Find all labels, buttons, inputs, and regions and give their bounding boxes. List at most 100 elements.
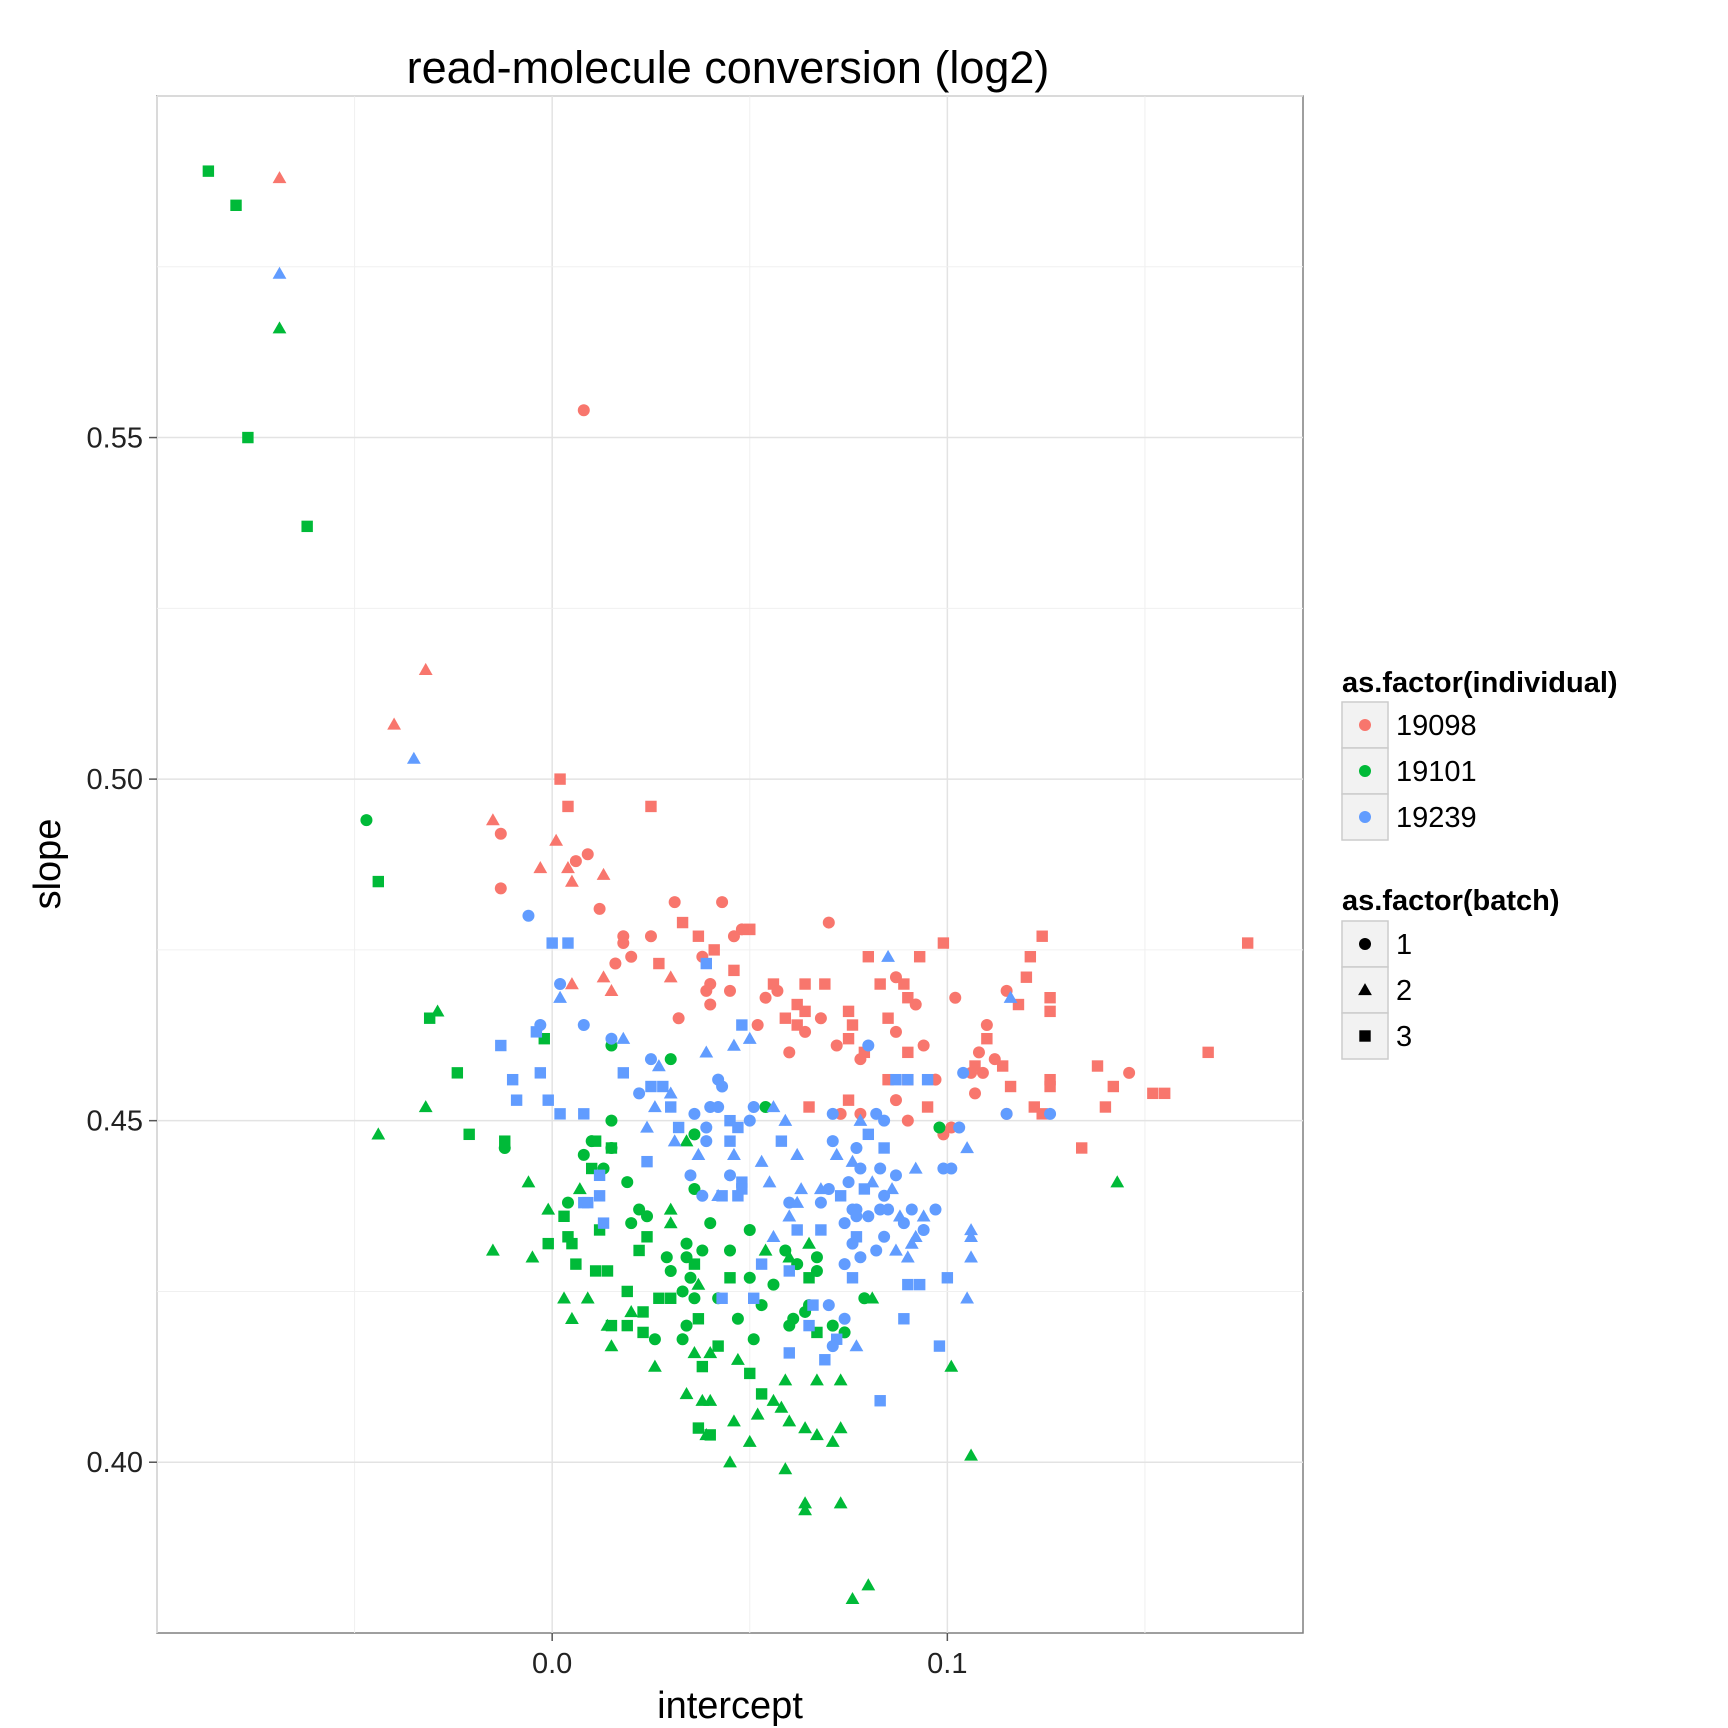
shape-legend-symbol xyxy=(1359,938,1371,950)
data-point xyxy=(1028,1101,1040,1113)
data-point xyxy=(577,1019,590,1032)
data-point xyxy=(593,1224,606,1236)
data-point xyxy=(929,1203,942,1216)
data-point xyxy=(981,1032,993,1045)
data-point xyxy=(778,1113,793,1126)
shape-legend-label: 2 xyxy=(1396,975,1412,1007)
data-point xyxy=(960,1291,975,1304)
data-point xyxy=(554,978,567,991)
data-point xyxy=(616,1031,631,1044)
data-point xyxy=(830,1039,843,1052)
data-point xyxy=(663,1202,678,1215)
data-point xyxy=(732,1190,744,1202)
data-point xyxy=(783,1046,796,1059)
data-point xyxy=(1044,992,1056,1004)
data-point xyxy=(743,1114,756,1127)
data-point xyxy=(842,1094,855,1106)
data-point xyxy=(565,874,579,887)
data-point xyxy=(665,1101,677,1113)
data-point xyxy=(953,1121,966,1134)
data-point xyxy=(580,1291,595,1304)
data-point xyxy=(684,1169,697,1182)
data-point xyxy=(1020,971,1033,983)
data-point xyxy=(850,1210,863,1223)
data-point xyxy=(724,984,736,997)
data-point xyxy=(538,1032,550,1045)
data-point xyxy=(969,1087,982,1100)
data-point xyxy=(794,1182,809,1195)
data-point xyxy=(585,1162,598,1175)
data-point xyxy=(791,1019,803,1031)
data-point xyxy=(562,800,574,813)
data-point xyxy=(747,1101,760,1114)
data-point xyxy=(727,1414,741,1427)
data-point xyxy=(703,1346,718,1359)
data-point xyxy=(637,1306,649,1318)
data-point xyxy=(596,867,611,880)
shape-legend-keys: 1 2 3 xyxy=(1341,920,1412,1060)
data-point xyxy=(762,1175,777,1188)
data-point xyxy=(743,1223,756,1236)
data-point xyxy=(755,1258,768,1270)
data-point xyxy=(902,1073,914,1086)
data-point xyxy=(898,1313,910,1325)
data-point xyxy=(778,1462,793,1475)
data-point xyxy=(736,1019,748,1031)
x-tick-label: 0.0 xyxy=(532,1648,572,1680)
data-point xyxy=(862,951,875,963)
data-point xyxy=(1147,1087,1159,1100)
data-point xyxy=(1099,1101,1112,1113)
data-point xyxy=(862,1210,875,1223)
data-point xyxy=(921,1073,934,1086)
data-point xyxy=(692,930,705,942)
data-point xyxy=(862,1039,875,1052)
data-point xyxy=(679,1134,694,1147)
data-point xyxy=(885,1182,899,1195)
y-tick-label: 0.55 xyxy=(87,423,143,455)
data-point xyxy=(1241,937,1254,949)
data-point xyxy=(495,1039,507,1052)
data-point xyxy=(633,1244,645,1257)
data-point xyxy=(964,1250,978,1263)
data-point xyxy=(621,1176,634,1189)
data-point xyxy=(672,1121,685,1134)
data-point xyxy=(724,1244,736,1257)
data-point xyxy=(644,930,657,943)
data-point xyxy=(1044,1107,1057,1120)
data-point xyxy=(878,1189,891,1202)
data-point xyxy=(775,1135,788,1147)
data-point xyxy=(782,1209,797,1222)
data-points xyxy=(202,165,1254,1605)
data-point xyxy=(799,1025,812,1038)
data-point xyxy=(406,751,421,764)
data-point xyxy=(969,1060,981,1072)
shape-legend-label: 1 xyxy=(1396,929,1412,961)
data-point xyxy=(371,1127,386,1140)
data-point xyxy=(874,1162,887,1175)
data-point xyxy=(779,1012,792,1024)
data-point xyxy=(542,1237,554,1250)
data-point xyxy=(704,1217,717,1230)
data-point xyxy=(724,1272,736,1284)
data-point xyxy=(870,1244,883,1257)
data-point xyxy=(664,1053,677,1066)
data-point xyxy=(724,1169,736,1182)
data-point xyxy=(498,1141,511,1154)
data-point xyxy=(909,998,922,1011)
data-point xyxy=(1004,1080,1017,1093)
data-point xyxy=(862,1128,875,1141)
data-point xyxy=(704,998,717,1011)
data-point xyxy=(838,1258,851,1271)
data-point xyxy=(601,1265,614,1277)
data-point xyxy=(838,1312,851,1325)
data-point xyxy=(829,1147,844,1160)
data-point xyxy=(865,1291,880,1304)
data-point xyxy=(949,991,962,1004)
data-point xyxy=(577,404,590,417)
data-point xyxy=(604,983,619,997)
color-legend-label: 19101 xyxy=(1396,756,1477,788)
data-point xyxy=(696,1244,709,1257)
data-point xyxy=(609,957,622,970)
data-point xyxy=(596,970,611,983)
data-point xyxy=(807,1299,819,1311)
